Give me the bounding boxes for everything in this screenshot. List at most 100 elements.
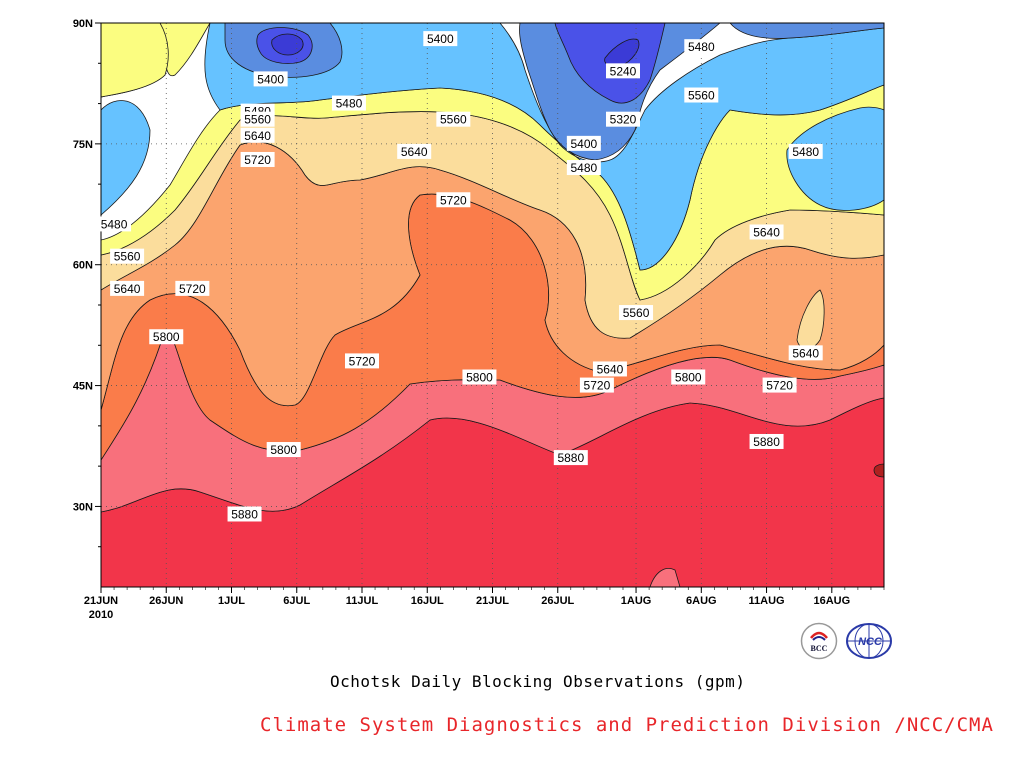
contour-label: 5560: [619, 305, 654, 321]
credit-line: Climate System Diagnostics and Predictio…: [260, 714, 994, 736]
x-tick-label: 16JUL: [411, 595, 444, 607]
x-tick-label: 11AUG: [749, 595, 785, 607]
x-tick-label: 26JUN: [149, 595, 183, 607]
contour-label-bg: [684, 87, 719, 103]
contour-label: 5720: [579, 377, 614, 393]
contour-label: 5480: [331, 95, 366, 111]
contour-label-text: 5800: [270, 443, 297, 457]
contour-label: 5880: [749, 433, 784, 449]
contour-label-bg: [462, 369, 497, 385]
contour-label-bg: [592, 361, 627, 377]
contour-label-bg: [749, 433, 784, 449]
contour-label-text: 5480: [570, 161, 597, 175]
contour-label-text: 5240: [610, 64, 637, 78]
contour-label-bg: [671, 369, 706, 385]
contour-label: 5880: [227, 506, 262, 522]
contour-label-text: 5640: [792, 346, 819, 360]
contour-label-bg: [266, 442, 301, 458]
contour-label: 5720: [345, 353, 379, 369]
contour-label: 5880: [553, 450, 588, 466]
x-tick-label: 6AUG: [686, 595, 717, 607]
contour-label: 5720: [762, 377, 797, 393]
contour-label: 5640: [397, 143, 432, 159]
y-tick-label: 30N: [73, 501, 93, 513]
contour-label-text: 5560: [623, 306, 650, 320]
contour-label: 5640: [749, 224, 784, 240]
x-tick-label: 21JUL: [476, 595, 509, 607]
x-axis: 21JUN 26JUN 1JUL 6JUL 11JUL 16JUL 21JUL 26JUL 1A…: [84, 587, 885, 621]
contour-label: 5640: [592, 361, 627, 377]
contour-label-text: 5480: [101, 217, 128, 231]
ncc-logo-icon: NCC: [846, 623, 892, 659]
contour-label-text: 5640: [114, 282, 141, 296]
contour-label-text: 5720: [584, 379, 611, 393]
contour-label-text: 5560: [244, 113, 271, 127]
contour-label: 5400: [423, 31, 458, 47]
contour-label-text: 5560: [114, 250, 141, 264]
contour-label: 5640: [788, 345, 823, 361]
contour-label-bg: [110, 280, 145, 296]
contour-label: 5800: [671, 369, 706, 385]
contour-label: 5480: [97, 216, 132, 232]
contour-label-text: 5640: [244, 129, 271, 143]
contour-label-bg: [227, 506, 262, 522]
contour-label-bg: [253, 71, 288, 87]
contour-label-bg: [579, 377, 614, 393]
contour-label-text: 5640: [401, 145, 428, 159]
x-tick-label: 26JUL: [541, 595, 574, 607]
contour-label-text: 5320: [610, 113, 637, 127]
contour-label-text: 5640: [753, 225, 780, 239]
bcc-logo-icon: BCC: [800, 622, 838, 660]
contour-label-bg: [240, 111, 275, 127]
contour-label-bg: [149, 329, 184, 345]
ncc-logo-text: NCC: [858, 636, 883, 648]
contour-label-bg: [566, 160, 601, 176]
contour-band-5480: [101, 23, 169, 98]
contour-label: 5720: [240, 151, 275, 167]
contour-label-text: 5560: [688, 89, 715, 103]
contour-label-bg: [97, 216, 132, 232]
x-tick-label: 1AUG: [621, 595, 652, 607]
contour-label-text: 5480: [688, 40, 715, 54]
contour-labels: 5400 5480 5400 5240 5480 5480 5560 5560 5560 5320…: [97, 31, 823, 522]
contour-label-bg: [788, 345, 823, 361]
contour-label: 5800: [149, 329, 184, 345]
contour-label-text: 5800: [153, 330, 180, 344]
contour-band-5320: [729, 23, 884, 39]
x-year-label: 2010: [89, 609, 113, 621]
contour-label-text: 5480: [792, 145, 819, 159]
contour-band-5400: [786, 106, 884, 211]
contour-label: 5720: [436, 192, 471, 208]
contour-label: 5800: [462, 369, 497, 385]
grid-lines: [101, 23, 884, 587]
contour-label-bg: [606, 111, 640, 127]
contour-label-bg: [436, 192, 471, 208]
contour-label-text: 5800: [675, 371, 702, 385]
contour-label-bg: [619, 305, 654, 321]
contour-label: 5560: [110, 248, 145, 264]
contour-label: 5400: [566, 135, 601, 151]
contour-label-text: 5720: [349, 354, 376, 368]
contour-label-bg: [397, 143, 432, 159]
contour-label-bg: [553, 450, 588, 466]
x-tick-label: 21JUN: [84, 595, 118, 607]
contour-label: 5560: [240, 111, 275, 127]
contour-label-bg: [331, 95, 366, 111]
contour-label-text: 5640: [597, 362, 624, 376]
contour-label-text: 5720: [179, 282, 206, 296]
contour-label-text: 5880: [557, 451, 584, 465]
contour-label: 5480: [788, 143, 823, 159]
contour-label: 5560: [436, 111, 471, 127]
contour-label-bg: [345, 353, 379, 369]
x-tick-label: 1JUL: [218, 595, 245, 607]
y-tick-label: 60N: [73, 260, 93, 272]
y-tick-label: 75N: [73, 139, 93, 151]
y-axis: 30N 45N 60N 75N 90N: [73, 18, 101, 548]
contour-label-bg: [684, 39, 719, 55]
contour-label-text: 5400: [257, 72, 284, 86]
contour-label-bg: [110, 248, 145, 264]
contour-label: 5480: [684, 39, 719, 55]
contour-label-bg: [762, 377, 797, 393]
contour-label-text: 5480: [336, 97, 363, 111]
contour-label-bg: [606, 63, 640, 79]
